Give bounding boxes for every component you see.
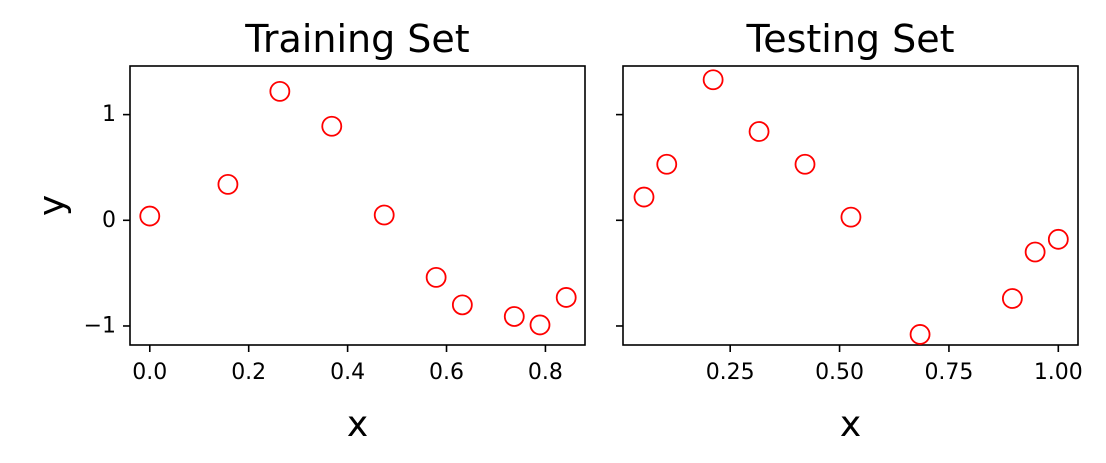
x-axis-label: x xyxy=(347,404,368,445)
data-point xyxy=(840,206,862,228)
data-point xyxy=(217,173,239,195)
y-tick-label: 1 xyxy=(102,102,116,127)
data-point xyxy=(794,153,816,175)
chart-title: Testing Set xyxy=(745,17,954,61)
data-point xyxy=(321,115,343,137)
data-point xyxy=(656,153,678,175)
axes-frame xyxy=(129,65,586,346)
data-point xyxy=(748,121,770,142)
data-point xyxy=(1047,228,1069,250)
x-axis-label: x xyxy=(840,404,861,445)
x-tick-label: 0.25 xyxy=(706,360,755,385)
data-point xyxy=(269,80,291,102)
data-point xyxy=(451,294,473,316)
chart-title: Training Set xyxy=(244,17,469,61)
data-point xyxy=(529,314,551,336)
data-point xyxy=(425,266,447,288)
axes-frame xyxy=(622,65,1079,346)
training-set-panel: Training Set x y 0.0 0.2 0.4 0.6 0.8 −1 0 1 xyxy=(32,17,586,445)
y-tick-label: −1 xyxy=(84,313,116,338)
data-point xyxy=(633,186,655,208)
x-tick-label: 0.2 xyxy=(231,360,266,385)
x-tick-label: 0.75 xyxy=(924,360,973,385)
x-tick-label: 0.0 xyxy=(132,360,167,385)
y-axis-label: y xyxy=(32,195,73,216)
data-point xyxy=(702,69,724,91)
x-tick-label: 0.8 xyxy=(528,360,563,385)
data-point xyxy=(555,287,577,308)
x-tick-label: 1.00 xyxy=(1034,360,1083,385)
x-tick-label: 0.50 xyxy=(815,360,864,385)
data-point xyxy=(909,324,931,345)
data-point xyxy=(139,205,161,227)
testing-set-panel: Testing Set x 0.25 0.50 0.75 1.00 xyxy=(616,17,1083,445)
x-tick-label: 0.4 xyxy=(330,360,365,385)
data-point xyxy=(1001,288,1023,309)
data-point xyxy=(503,306,525,327)
data-point xyxy=(373,204,395,226)
data-point xyxy=(1024,241,1046,263)
y-tick-label: 0 xyxy=(102,208,116,233)
x-tick-label: 0.6 xyxy=(429,360,464,385)
